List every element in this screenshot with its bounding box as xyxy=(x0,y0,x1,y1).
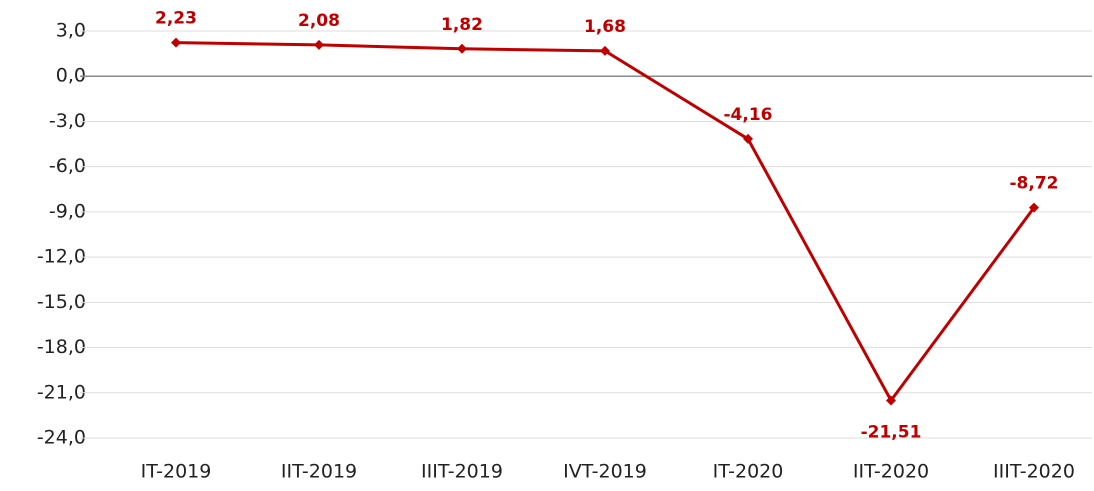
marker xyxy=(314,39,324,50)
y-tick-label: -18,0 xyxy=(37,336,86,358)
x-tick-label: IT-2019 xyxy=(141,461,212,483)
y-tick-label: 3,0 xyxy=(56,20,86,42)
data-label: -8,72 xyxy=(1010,174,1059,194)
data-label: 2,08 xyxy=(298,11,340,31)
y-tick-label: -21,0 xyxy=(37,381,86,403)
x-tick-label: IIIT-2019 xyxy=(421,461,503,483)
marker xyxy=(171,37,181,48)
data-label: 2,23 xyxy=(155,9,197,29)
x-tick-label: IIT-2019 xyxy=(281,461,357,483)
marker xyxy=(886,395,896,406)
x-tick-label: IT-2020 xyxy=(713,461,784,483)
y-tick-label: 0,0 xyxy=(56,65,86,87)
y-tick-label: -9,0 xyxy=(49,200,86,222)
marker xyxy=(743,133,753,144)
data-label: 1,82 xyxy=(441,15,483,35)
marker xyxy=(1029,202,1039,213)
x-tick-label: IVT-2019 xyxy=(563,461,647,483)
y-tick-label: -24,0 xyxy=(37,427,86,449)
data-line xyxy=(175,41,1036,402)
x-tick-label: IIIT-2020 xyxy=(993,461,1075,483)
x-tick-label: IIT-2020 xyxy=(853,461,929,483)
data-label: -21,51 xyxy=(861,422,922,442)
y-tick-label: -3,0 xyxy=(49,110,86,132)
marker xyxy=(600,45,610,56)
y-tick-label: -15,0 xyxy=(37,291,86,313)
y-tick-label: -12,0 xyxy=(37,246,86,268)
y-tick-label: -6,0 xyxy=(49,155,86,177)
data-label: 1,68 xyxy=(584,17,626,37)
data-label: -4,16 xyxy=(724,105,773,125)
marker xyxy=(457,43,467,54)
